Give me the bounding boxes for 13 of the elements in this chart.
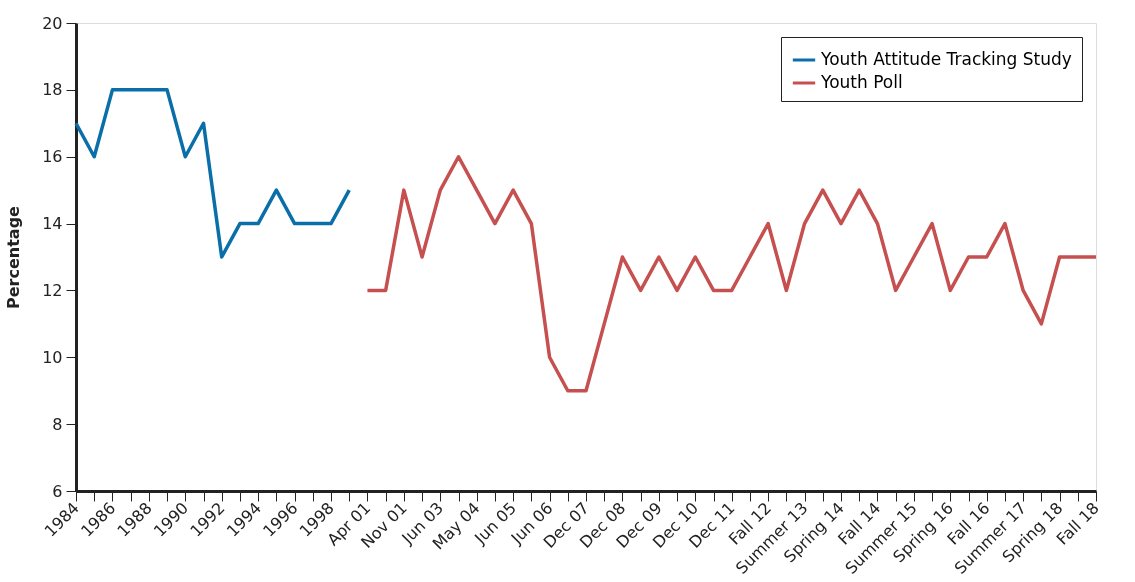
y-tick-label: 18 bbox=[42, 80, 63, 100]
line-series bbox=[74, 88, 351, 259]
y-tick-label: 12 bbox=[42, 280, 63, 300]
y-axis-title: Percentage bbox=[4, 205, 24, 309]
y-tick-label: 6 bbox=[52, 481, 63, 501]
y-tick-label: 16 bbox=[42, 147, 63, 167]
line-series bbox=[365, 154, 1098, 393]
y-tick-label: 10 bbox=[42, 347, 63, 367]
legend-label: Youth Poll bbox=[820, 72, 903, 92]
legend-label: Youth Attitude Tracking Study bbox=[820, 49, 1072, 69]
y-tick-label: 14 bbox=[42, 214, 63, 234]
y-tick-label: 20 bbox=[42, 13, 63, 33]
y-tick-label: 8 bbox=[52, 414, 63, 434]
